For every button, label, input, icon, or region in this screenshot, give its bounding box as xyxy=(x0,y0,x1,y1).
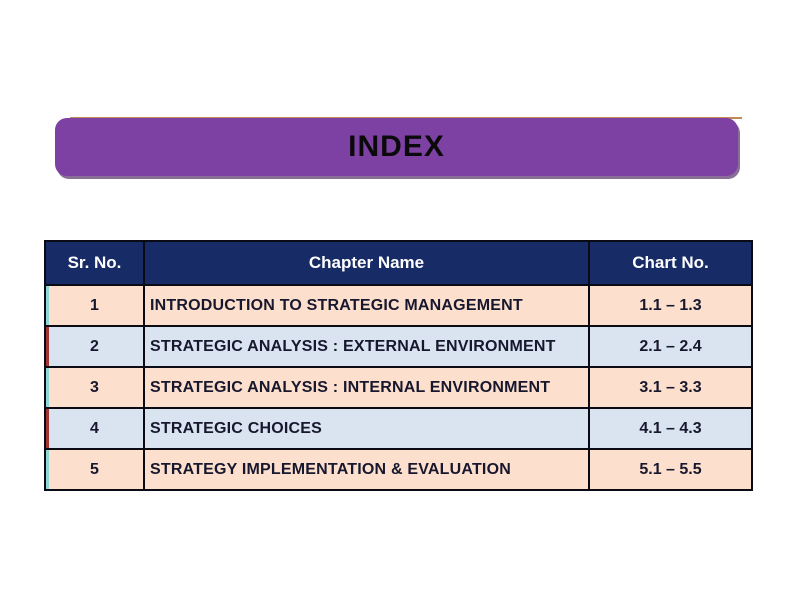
table-row: 1 INTRODUCTION TO STRATEGIC MANAGEMENT 1… xyxy=(44,284,753,327)
sr-no-cell: 2 xyxy=(44,325,145,368)
col-header-sr-no: Sr. No. xyxy=(44,240,145,286)
table-row: 5 STRATEGY IMPLEMENTATION & EVALUATION 5… xyxy=(44,448,753,491)
col-header-chapter-name: Chapter Name xyxy=(143,240,590,286)
chart-no-cell: 3.1 – 3.3 xyxy=(588,366,753,409)
page-title: INDEX xyxy=(348,130,445,163)
chapter-name-cell: STRATEGY IMPLEMENTATION & EVALUATION xyxy=(143,448,590,491)
index-table: Sr. No. Chapter Name Chart No. 1 INTRODU… xyxy=(44,240,753,491)
table-header-row: Sr. No. Chapter Name Chart No. xyxy=(44,240,753,286)
table-row: 2 STRATEGIC ANALYSIS : EXTERNAL ENVIRONM… xyxy=(44,325,753,368)
sr-no-cell: 1 xyxy=(44,284,145,327)
index-banner: INDEX xyxy=(55,118,738,176)
chart-no-cell: 1.1 – 1.3 xyxy=(588,284,753,327)
chart-no-cell: 2.1 – 2.4 xyxy=(588,325,753,368)
sr-no-cell: 3 xyxy=(44,366,145,409)
chart-no-cell: 5.1 – 5.5 xyxy=(588,448,753,491)
chapter-name-cell: STRATEGIC ANALYSIS : INTERNAL ENVIRONMEN… xyxy=(143,366,590,409)
chapter-name-cell: STRATEGIC CHOICES xyxy=(143,407,590,450)
sr-no-cell: 4 xyxy=(44,407,145,450)
table-row: 4 STRATEGIC CHOICES 4.1 – 4.3 xyxy=(44,407,753,450)
chapter-name-cell: INTRODUCTION TO STRATEGIC MANAGEMENT xyxy=(143,284,590,327)
chapter-name-cell: STRATEGIC ANALYSIS : EXTERNAL ENVIRONMEN… xyxy=(143,325,590,368)
col-header-chart-no: Chart No. xyxy=(588,240,753,286)
table-row: 3 STRATEGIC ANALYSIS : INTERNAL ENVIRONM… xyxy=(44,366,753,409)
sr-no-cell: 5 xyxy=(44,448,145,491)
chart-no-cell: 4.1 – 4.3 xyxy=(588,407,753,450)
